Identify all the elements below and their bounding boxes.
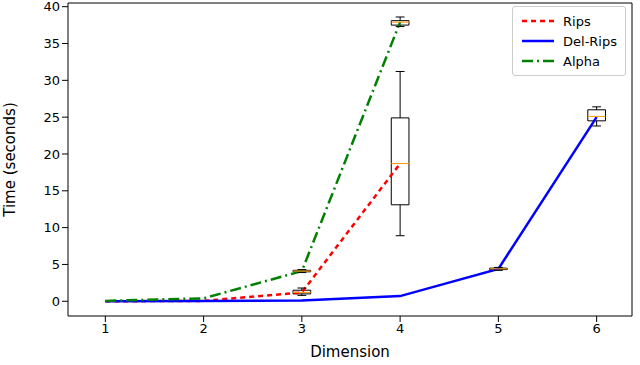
svg-text:15: 15 xyxy=(43,183,60,198)
svg-text:5: 5 xyxy=(494,321,502,336)
html-text:Del-Rips: Del-Rips xyxy=(563,33,617,49)
svg-text:40: 40 xyxy=(43,0,60,14)
svg-text:25: 25 xyxy=(43,110,60,125)
svg-text:6: 6 xyxy=(592,321,600,336)
svg-text:30: 30 xyxy=(43,73,60,88)
svg-text:1: 1 xyxy=(101,321,109,336)
svg-text:20: 20 xyxy=(43,147,60,162)
svg-text:0: 0 xyxy=(52,294,60,309)
svg-text:2: 2 xyxy=(199,321,207,336)
svg-text:Dimension: Dimension xyxy=(310,343,390,361)
svg-text:10: 10 xyxy=(43,220,60,235)
svg-text:4: 4 xyxy=(396,321,404,336)
svg-text:5: 5 xyxy=(52,257,60,272)
html-text:Rips: Rips xyxy=(563,13,591,29)
svg-text:Time (seconds): Time (seconds) xyxy=(8,102,19,218)
svg-text:3: 3 xyxy=(298,321,306,336)
html-text:Alpha: Alpha xyxy=(563,53,600,69)
svg-text:35: 35 xyxy=(43,36,60,51)
